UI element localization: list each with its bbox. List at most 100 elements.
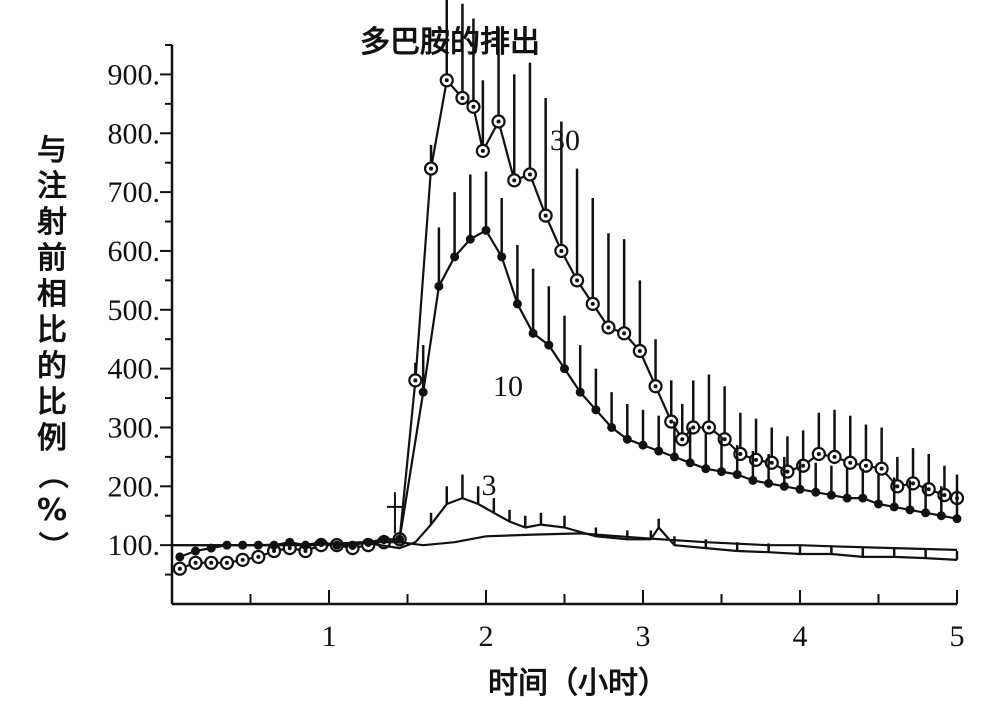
y-axis-label-char: 注 bbox=[37, 169, 67, 204]
data-point bbox=[560, 364, 569, 374]
data-point-center bbox=[801, 463, 806, 468]
data-point bbox=[191, 546, 201, 556]
series-30: 30 bbox=[172, 0, 965, 576]
data-point bbox=[622, 434, 632, 444]
y-tick-label: 700. bbox=[108, 176, 161, 209]
data-point bbox=[764, 478, 774, 488]
series-baseline bbox=[172, 532, 958, 551]
data-point-center bbox=[512, 178, 517, 183]
data-point-center bbox=[303, 549, 308, 554]
x-tick-label: 4 bbox=[793, 620, 808, 653]
data-point-center bbox=[622, 331, 627, 336]
y-tick-label: 100. bbox=[108, 529, 161, 562]
x-tick-label: 5 bbox=[950, 620, 965, 653]
data-point bbox=[717, 467, 726, 477]
y-axis-label-char: 比 bbox=[37, 385, 67, 420]
y-axis-label-char: 例 bbox=[37, 421, 67, 456]
y-axis-label-char: （ bbox=[34, 459, 69, 489]
axes: 100. 200. 300. 400. 500. 600. 700. 800. 900. 1 2 3 4… bbox=[108, 44, 965, 653]
data-point bbox=[481, 225, 491, 235]
series-line bbox=[172, 497, 958, 561]
data-point-center bbox=[637, 348, 642, 353]
y-tick-label: 600. bbox=[108, 235, 161, 268]
data-point bbox=[701, 464, 711, 474]
series-line bbox=[179, 229, 958, 558]
data-point bbox=[826, 490, 836, 500]
y-tick-label: 200. bbox=[108, 470, 161, 503]
data-point bbox=[795, 484, 805, 494]
data-point bbox=[450, 252, 460, 262]
data-point bbox=[779, 481, 789, 491]
data-point-center bbox=[287, 546, 292, 551]
data-point-center bbox=[895, 484, 900, 489]
y-tick-label: 800. bbox=[108, 117, 161, 150]
data-point bbox=[575, 387, 585, 397]
y-axis-label-char: ） bbox=[34, 531, 69, 561]
x-tick-label: 3 bbox=[636, 620, 651, 653]
data-point bbox=[669, 452, 679, 462]
y-axis-label-char: 比 bbox=[37, 313, 67, 348]
data-point-center bbox=[680, 437, 685, 442]
data-point-center bbox=[691, 425, 696, 430]
data-point-center bbox=[209, 560, 214, 565]
data-point-center bbox=[543, 213, 548, 218]
data-point bbox=[497, 252, 507, 262]
data-point-center bbox=[559, 248, 564, 253]
data-point-center bbox=[942, 493, 947, 498]
data-point-center bbox=[444, 78, 449, 83]
data-point bbox=[685, 458, 695, 468]
data-point-center bbox=[429, 166, 434, 171]
series-10: 10 bbox=[175, 171, 962, 562]
data-point bbox=[858, 493, 868, 503]
data-point bbox=[418, 387, 428, 397]
series-label: 10 bbox=[493, 370, 523, 403]
data-point bbox=[921, 508, 931, 518]
y-tick-label: 500. bbox=[108, 294, 161, 327]
data-point-center bbox=[832, 454, 837, 459]
series-line bbox=[179, 79, 958, 570]
y-axis-label-char: 前 bbox=[37, 241, 67, 276]
data-point bbox=[811, 487, 821, 497]
data-point-center bbox=[769, 460, 774, 465]
data-point-center bbox=[460, 95, 465, 100]
data-point-center bbox=[879, 466, 884, 471]
data-point bbox=[512, 299, 522, 309]
data-point-center bbox=[272, 549, 277, 554]
data-point-center bbox=[669, 419, 674, 424]
data-point bbox=[528, 328, 538, 338]
x-tick-label: 1 bbox=[322, 620, 337, 653]
series-line bbox=[172, 532, 958, 551]
data-point-center bbox=[848, 460, 853, 465]
data-point bbox=[748, 475, 758, 485]
data-point bbox=[732, 470, 742, 480]
data-point bbox=[842, 493, 852, 503]
chart-title: 多巴胺的排出 bbox=[360, 25, 540, 60]
data-point-center bbox=[413, 378, 418, 383]
data-point bbox=[889, 502, 899, 512]
data-point bbox=[654, 446, 664, 456]
data-point-center bbox=[224, 560, 229, 565]
data-point-center bbox=[193, 560, 198, 565]
data-point-center bbox=[863, 463, 868, 468]
y-axis-label-char: 与 bbox=[37, 133, 67, 168]
data-point-center bbox=[496, 119, 501, 124]
y-axis-label-char: 的 bbox=[37, 349, 67, 384]
data-point bbox=[936, 511, 946, 521]
series-layer: 30 10 3 bbox=[172, 0, 965, 576]
data-point-center bbox=[471, 104, 476, 109]
y-axis-label-char: 相 bbox=[37, 277, 67, 312]
data-point bbox=[905, 505, 915, 515]
series-label: 3 bbox=[482, 469, 497, 502]
series-label: 30 bbox=[550, 124, 580, 157]
y-tick-label: 400. bbox=[108, 353, 161, 386]
data-point bbox=[332, 540, 342, 550]
data-point-center bbox=[575, 278, 580, 283]
data-point bbox=[607, 422, 617, 432]
data-point-center bbox=[480, 148, 485, 153]
data-point bbox=[874, 499, 883, 509]
x-tick-label: 2 bbox=[479, 620, 494, 653]
data-point-center bbox=[606, 325, 611, 330]
data-point-center bbox=[653, 384, 658, 389]
data-point-center bbox=[926, 487, 931, 492]
